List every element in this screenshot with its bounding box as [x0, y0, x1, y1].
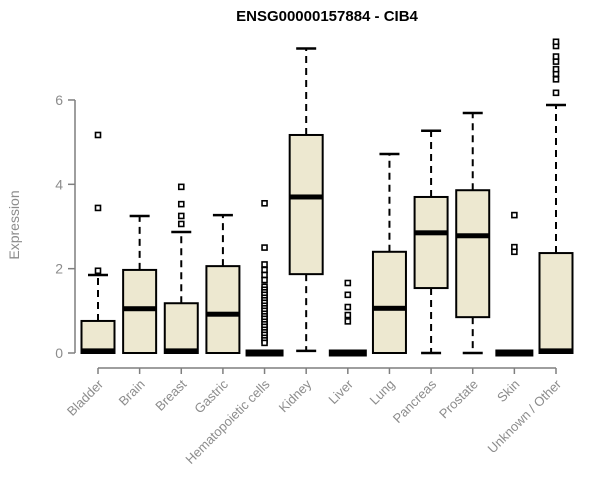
- x-tick-label: Unknown / Other: [485, 376, 565, 456]
- box-iqr: [538, 252, 574, 354]
- y-axis-title: Expression: [6, 190, 22, 260]
- x-tick-label: Pancreas: [390, 376, 440, 426]
- box-group-kidney: [288, 47, 324, 353]
- box-group-bladder: [80, 131, 116, 355]
- y-tick-label: 2: [55, 261, 63, 277]
- chart-title: ENSG00000157884 - CIB4: [236, 8, 418, 25]
- x-tick-label: Breast: [152, 376, 189, 413]
- median-bar: [81, 348, 115, 354]
- outlier-point: [552, 38, 560, 46]
- box-group-prostate: [455, 111, 491, 355]
- outlier-point: [177, 212, 185, 220]
- median-bar: [414, 230, 448, 236]
- outlier-point: [177, 183, 185, 191]
- outlier-point: [344, 279, 352, 287]
- median-bar: [456, 233, 490, 239]
- collapsed-box-bar: [328, 349, 367, 357]
- box-group-lung: [371, 152, 407, 355]
- median-bar: [539, 348, 573, 354]
- box-iqr: [163, 302, 199, 355]
- outlier-point: [552, 76, 560, 83]
- box-group-liver: [328, 279, 367, 357]
- median-bar: [123, 306, 157, 312]
- collapsed-box-bar: [245, 349, 284, 357]
- outlier-point: [94, 131, 102, 139]
- outlier-point: [552, 65, 560, 73]
- outlier-point: [94, 267, 102, 275]
- outlier-point: [344, 311, 352, 319]
- median-bar: [289, 194, 323, 200]
- box-group-unknown-other: [538, 38, 574, 354]
- outlier-point: [261, 199, 268, 207]
- box-iqr: [122, 268, 158, 355]
- outlier-point: [552, 58, 560, 65]
- box-group-pancreas: [413, 129, 449, 355]
- x-tick-label: Bladder: [64, 376, 107, 419]
- x-tick-label: Skin: [494, 377, 522, 405]
- box-iqr: [288, 133, 324, 276]
- x-tick-label: Kidney: [276, 376, 315, 415]
- box-iqr: [455, 189, 491, 319]
- median-bar: [164, 348, 198, 354]
- outlier-point: [261, 244, 268, 251]
- x-tick-label: Gastric: [191, 376, 231, 416]
- box-group-gastric: [205, 213, 241, 354]
- box-iqr: [205, 265, 241, 354]
- median-bar: [372, 305, 406, 311]
- box-group-hematopoietic-cells: [245, 199, 284, 357]
- median-bar: [206, 311, 240, 317]
- outlier-point: [261, 276, 268, 284]
- outlier-point: [344, 318, 352, 325]
- box-group-skin: [495, 211, 534, 357]
- y-tick-label: 6: [55, 92, 63, 108]
- x-tick-label: Prostate: [436, 377, 481, 422]
- box-iqr: [80, 319, 116, 355]
- box-iqr: [413, 195, 449, 290]
- outlier-point: [261, 266, 268, 274]
- collapsed-box-bar: [495, 349, 534, 357]
- outlier-point: [511, 211, 518, 219]
- box-iqr: [371, 250, 407, 355]
- outlier-point: [94, 204, 102, 212]
- x-tick-label: Brain: [116, 377, 148, 409]
- x-tick-label: Lung: [367, 377, 398, 408]
- outlier-point: [511, 248, 518, 256]
- y-tick-label: 4: [55, 176, 63, 192]
- box-group-breast: [163, 183, 199, 355]
- outlier-point: [261, 271, 268, 279]
- x-tick-label: Liver: [325, 376, 356, 407]
- outlier-point: [177, 220, 185, 228]
- outlier-point: [552, 53, 560, 60]
- outlier-point: [552, 89, 560, 97]
- outlier-point: [261, 261, 268, 268]
- outlier-point: [344, 303, 352, 311]
- outlier-point: [261, 339, 268, 347]
- outlier-point: [177, 200, 185, 208]
- outlier-point: [344, 291, 352, 299]
- y-tick-label: 0: [55, 345, 63, 361]
- box-group-brain: [122, 214, 158, 355]
